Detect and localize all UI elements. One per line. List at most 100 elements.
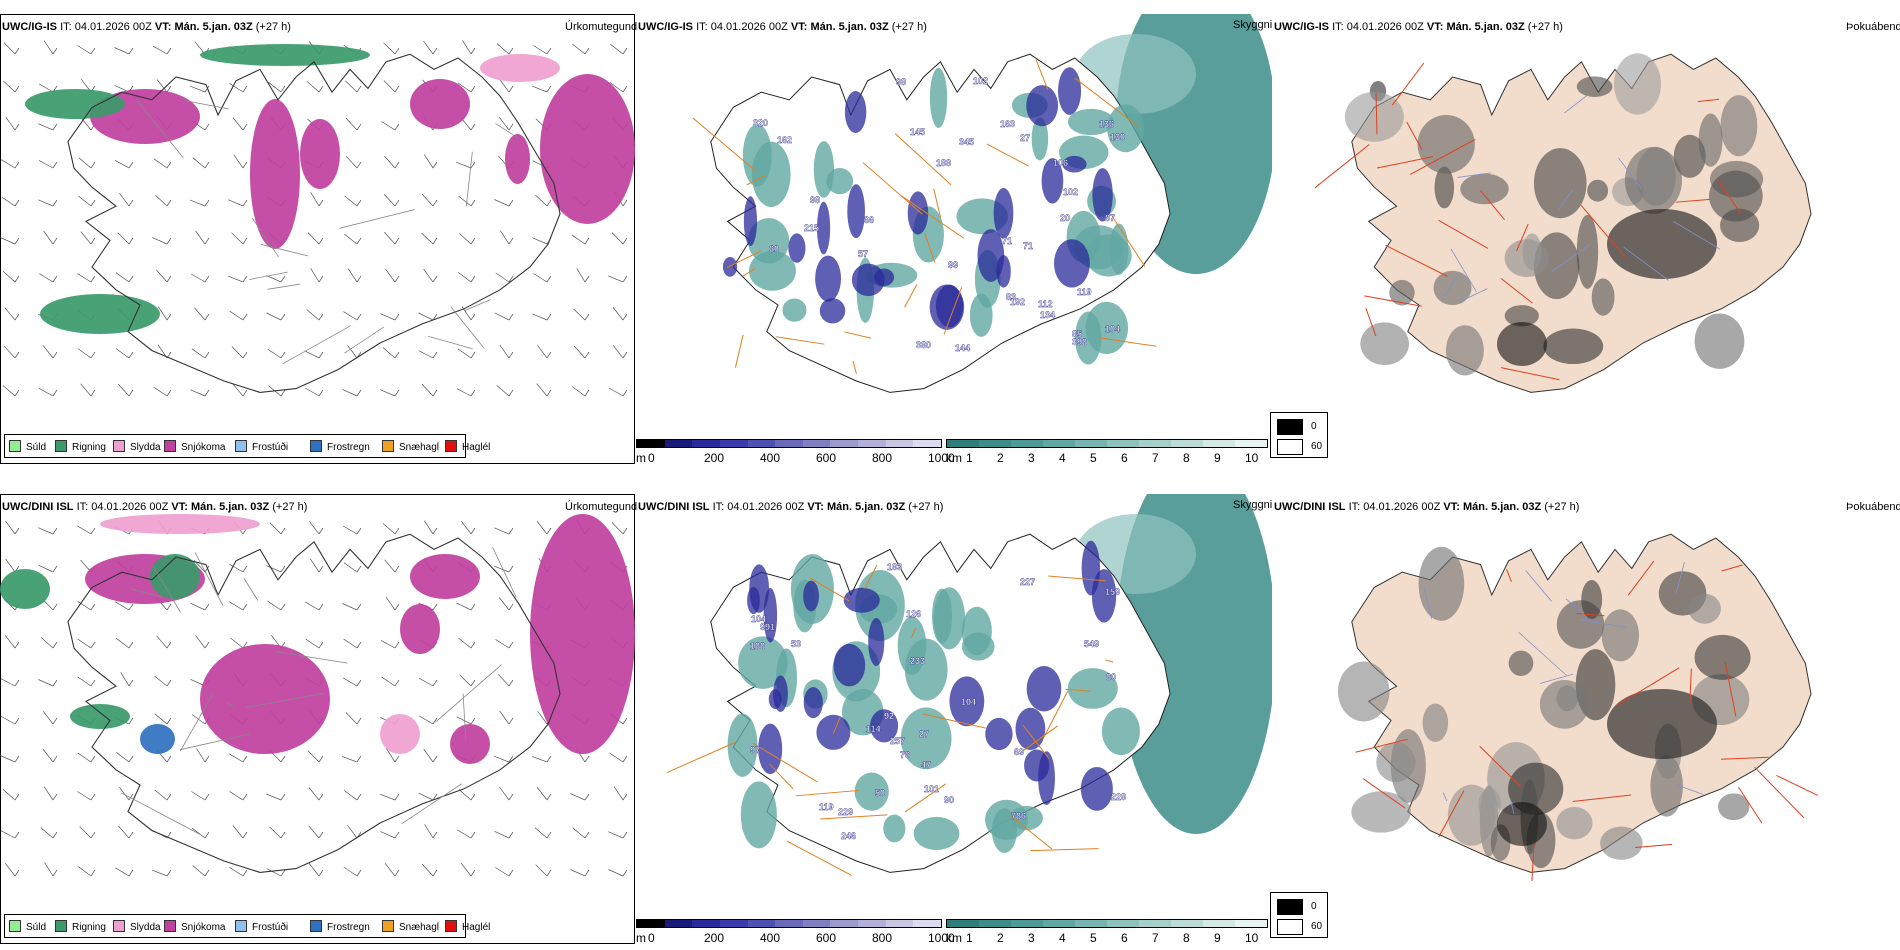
cloud-base-height-label: 102 <box>973 76 988 86</box>
header-lead: (+27 h) <box>908 501 944 513</box>
cloud-base-height-label: 92 <box>884 711 894 721</box>
precip-legend-item: Rigning <box>55 920 106 934</box>
legend-swatch <box>445 440 457 452</box>
cloud-base-height-label: 162 <box>777 135 792 145</box>
cloud-base-height-label: 229 <box>838 807 853 817</box>
legend-swatch <box>445 920 457 932</box>
visibility-colorbar-tick: 5 <box>1090 451 1097 465</box>
header-vt-value: Mán. 5.jan. 03Z <box>190 501 270 513</box>
precip-legend-item: Rigning <box>55 440 106 454</box>
fog-panel-header: UWC/IG-IS IT: 04.01.2026 00Z VT: Mán. 5.… <box>1274 21 1563 34</box>
visibility-panel: 228 104 27 257 159 227 104 114 126 119 188 549 246 92… <box>636 494 1272 944</box>
legend-swatch <box>164 920 176 932</box>
header-it-value: 04.01.2026 00Z <box>727 501 805 513</box>
fog-legend-label: 60 <box>1311 921 1323 932</box>
cloud-base-height-label: 192 <box>1010 297 1025 307</box>
fog-panel <box>1272 494 1900 944</box>
precip-type-map <box>0 494 635 944</box>
legend-label: Frostregn <box>327 922 370 933</box>
visibility-colorbar-tick: 3 <box>1028 451 1035 465</box>
cloud-base-height-label: 228 <box>1111 792 1126 802</box>
visibility-colorbar-tick: 1 <box>966 451 973 465</box>
visibility-colorbar-tick: 4 <box>1059 451 1066 465</box>
cloud-base-height-label: 114 <box>866 724 881 734</box>
cloud-base-height-label: 98 <box>810 195 820 205</box>
precip-legend-item: Frostúði <box>235 440 288 454</box>
cloud-base-height-label: 233 <box>910 656 925 666</box>
height-colorbar: m 0 200 400 600 800 1000 <box>636 919 955 947</box>
height-colorbar-tick: 200 <box>704 931 725 945</box>
cloud-base-height-label: 126 <box>906 609 921 619</box>
cloud-base-height-label: 320 <box>753 118 768 128</box>
precip-legend-item: Snjókoma <box>164 920 225 934</box>
height-colorbar-unit: m <box>636 451 646 465</box>
header-model: UWC/IG-IS <box>1274 21 1329 33</box>
visibility-colorbar-tick: 1 <box>966 931 973 945</box>
header-it-value: 04.01.2026 00Z <box>1346 21 1424 33</box>
precip-legend-item: Frostregn <box>310 440 370 454</box>
fog-legend: 0 60 <box>1270 412 1328 458</box>
fog-panel <box>1272 14 1900 464</box>
cloud-base-height-label: 98 <box>896 77 906 87</box>
visibility-colorbar-tick: 4 <box>1059 931 1066 945</box>
fog-legend-label: 0 <box>1311 901 1317 912</box>
precip-legend-item: Snjókoma <box>164 440 225 454</box>
fog-legend-label: 0 <box>1311 421 1317 432</box>
cloud-base-height-label: 104 <box>961 697 976 707</box>
header-it-label: IT: <box>712 501 725 513</box>
header-it-value: 04.01.2026 00Z <box>710 21 788 33</box>
legend-swatch <box>310 440 322 452</box>
fog-panel-header: UWC/DINI ISL IT: 04.01.2026 00Z VT: Mán.… <box>1274 501 1579 514</box>
header-model: UWC/DINI ISL <box>1274 501 1346 513</box>
legend-swatch <box>9 440 21 452</box>
header-it-label: IT: <box>60 21 72 33</box>
visibility-colorbar-swatches <box>946 439 1268 448</box>
fog-panel-title: Þokuábendi <box>1846 501 1900 513</box>
precip-legend-item: Slydda <box>113 920 161 934</box>
header-vt-value: Mán. 5.jan. 03Z <box>810 21 889 33</box>
height-colorbar-tick: 0 <box>648 451 655 465</box>
height-colorbar-tick: 0 <box>648 931 655 945</box>
precip-panel-title: Úrkomutegund <box>565 21 638 33</box>
cloud-base-height-label: 71 <box>1002 236 1012 246</box>
header-it-value: 04.01.2026 00Z <box>91 501 169 513</box>
legend-label: Súld <box>26 442 47 453</box>
header-vt-value: Mán. 5.jan. 03Z <box>826 501 906 513</box>
precip-type-panel <box>0 494 636 944</box>
legend-label: Haglél <box>462 922 491 933</box>
cloud-base-height-label: 83 <box>1006 292 1016 302</box>
cloud-base-height-label: 53 <box>791 639 801 649</box>
cloud-base-height-label: 345 <box>959 137 974 147</box>
height-colorbar-swatches <box>636 919 942 928</box>
cloud-base-height-label: 104 <box>1105 324 1120 334</box>
precip-legend-item: Frostregn <box>310 920 370 934</box>
header-lead: (+27 h) <box>1544 501 1580 513</box>
header-it-label: IT: <box>1348 501 1361 513</box>
visibility-colorbar-tick: 7 <box>1152 451 1159 465</box>
legend-swatch <box>55 440 67 452</box>
header-vt-value: Mán. 5.jan. 03Z <box>1462 501 1542 513</box>
cloud-base-height-label: 246 <box>841 831 856 841</box>
visibility-colorbar-tick: 6 <box>1121 451 1128 465</box>
visibility-colorbar-unit: km <box>946 451 962 465</box>
cloud-base-height-label: 69 <box>1014 747 1024 757</box>
cloud-base-height-label: 183 <box>887 562 902 572</box>
header-it-value: 04.01.2026 00Z <box>74 21 152 33</box>
height-colorbar-tick: 600 <box>816 451 837 465</box>
cloud-base-height-label: 60 <box>769 244 779 254</box>
cloud-base-height-label: 188 <box>750 641 765 651</box>
cloud-base-height-label: 398 <box>1072 337 1087 347</box>
visibility-panel-header: UWC/DINI ISL IT: 04.01.2026 00Z VT: Mán.… <box>638 501 943 514</box>
cloud-base-height-label: 215 <box>804 223 819 233</box>
header-model: UWC/IG-IS <box>638 21 693 33</box>
header-it-value: 04.01.2026 00Z <box>1363 501 1441 513</box>
legend-swatch <box>382 440 394 452</box>
precip-legend-item: Haglél <box>445 920 490 934</box>
fog-legend-swatch <box>1277 919 1303 935</box>
height-colorbar-tick: 800 <box>872 931 893 945</box>
cloud-base-height-label: 80 <box>1106 672 1116 682</box>
cloud-base-height-label: 101 <box>924 784 939 794</box>
cloud-base-height-label: 257 <box>890 736 905 746</box>
precip-panel-header: UWC/IG-IS IT: 04.01.2026 00Z VT: Mán. 5.… <box>2 21 291 34</box>
cloud-base-height-label: 66 <box>864 215 874 225</box>
